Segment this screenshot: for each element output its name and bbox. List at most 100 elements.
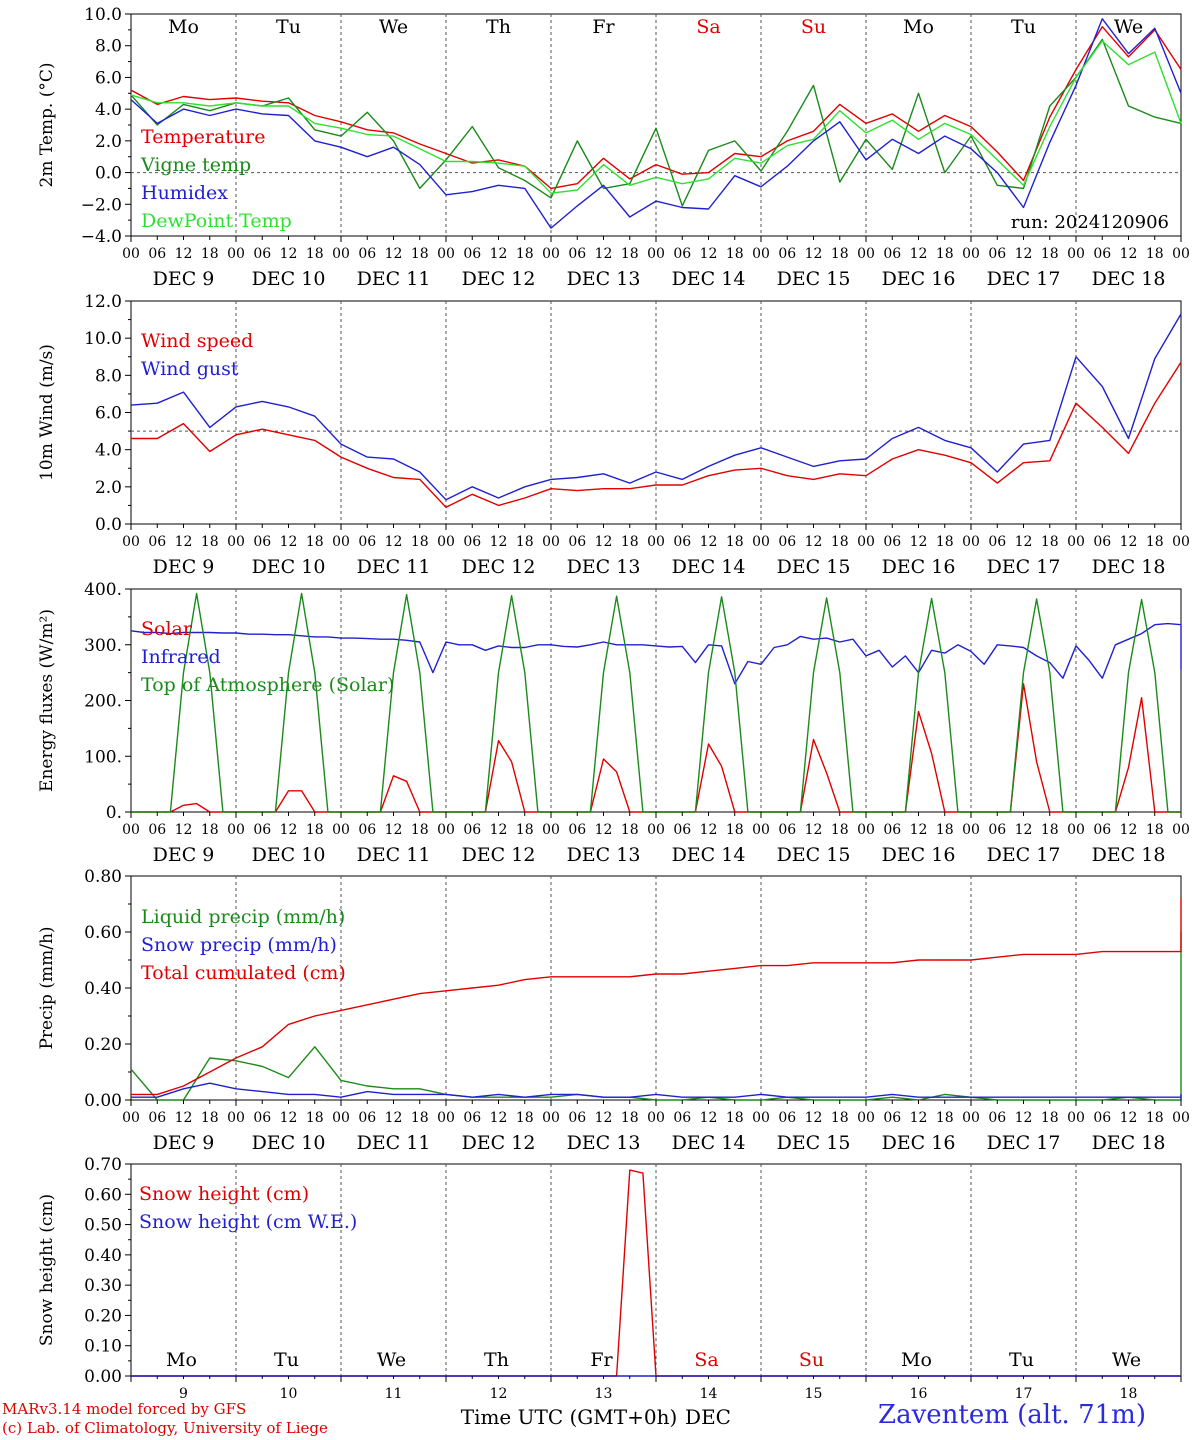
x-hour-label: 00 [122,534,140,550]
x-hour-label: 12 [805,822,823,838]
x-hour-label: 06 [148,246,166,262]
x-hour-label: 00 [962,534,980,550]
x-hour-label: 06 [673,246,691,262]
x-hour-label: 06 [463,1110,481,1126]
date-label: DEC 12 [462,1132,536,1154]
x-hour-label: 12 [280,534,298,550]
x-hour-label: 12 [910,822,928,838]
x-hour-label: 00 [647,1110,665,1126]
y-axis-title: Snow height (cm) [37,1194,57,1346]
legend-entry: Top of Atmosphere (Solar) [141,674,394,696]
series-line-humidex [130,18,1182,229]
x-hour-label: 06 [673,822,691,838]
date-label: DEC 11 [357,1132,431,1154]
date-label: DEC 9 [153,556,215,578]
y-tick-label: 4.0 [95,100,122,120]
date-label: DEC 15 [777,268,851,290]
day-number: 14 [700,1386,718,1402]
date-label: DEC 13 [567,268,641,290]
y-tick-label: 0.40 [84,1246,122,1266]
x-hour-label: 06 [358,1110,376,1126]
x-hour-label: 06 [253,1110,271,1126]
x-hour-label: 06 [988,822,1006,838]
x-hour-label: 06 [463,534,481,550]
x-hour-label: 12 [490,1110,508,1126]
weekday-label: Su [801,16,826,38]
y-tick-label: 300. [84,636,122,656]
x-hour-label: 18 [201,534,219,550]
weekday-label-bottom: Su [799,1349,824,1371]
x-hour-label: 18 [831,534,849,550]
x-hour-label: 00 [752,1110,770,1126]
model-line: MARv3.14 model forced by GFS [2,1400,247,1418]
series-line-temperature [130,26,1182,190]
x-hour-label: 12 [1120,822,1138,838]
x-hour-label: 06 [1093,822,1111,838]
weekday-label-bottom: Fr [590,1349,613,1371]
x-hour-label: 00 [857,1110,875,1126]
weekday-label: Fr [592,16,615,38]
x-hour-label: 18 [516,246,534,262]
x-hour-label: 06 [778,822,796,838]
date-label: DEC 13 [567,1132,641,1154]
x-hour-label: 12 [805,1110,823,1126]
y-tick-label: 0.80 [84,867,122,887]
x-hour-label: 18 [936,1110,954,1126]
date-label: DEC 10 [252,556,326,578]
x-hour-label: 00 [1067,246,1085,262]
x-hour-label: 12 [805,246,823,262]
x-hour-label: 00 [1172,822,1190,838]
y-tick-label: 0.00 [84,1091,122,1111]
legend-entry: Wind gust [141,358,239,380]
date-label: DEC 15 [777,1132,851,1154]
model-credit: MARv3.14 model forced by GFS (c) Lab. of… [2,1400,328,1438]
y-tick-label: 0.0 [95,164,122,184]
x-hour-label: 12 [1015,246,1033,262]
x-hour-label: 18 [936,246,954,262]
x-hour-label: 18 [936,822,954,838]
x-hour-label: 12 [280,1110,298,1126]
x-hour-label: 12 [595,246,613,262]
date-label: DEC 15 [777,844,851,866]
y-tick-label: 10.0 [84,5,122,25]
weekday-label-bottom: Sa [694,1349,718,1371]
date-label: DEC 9 [153,268,215,290]
y-tick-label: 2.0 [95,478,122,498]
x-hour-label: 06 [568,1110,586,1126]
x-hour-label: 18 [306,822,324,838]
x-hour-label: 06 [673,534,691,550]
x-hour-label: 18 [1146,534,1164,550]
x-hour-label: 06 [358,246,376,262]
date-label: DEC 11 [357,844,431,866]
legend-entry: Vigne temp [140,154,251,176]
day-number: 17 [1015,1386,1033,1402]
y-tick-label: 400. [84,580,122,600]
x-hour-label: 00 [542,534,560,550]
x-hour-label: 18 [201,822,219,838]
date-label: DEC 18 [1092,556,1166,578]
date-label: DEC 15 [777,556,851,578]
x-hour-label: 00 [1172,1110,1190,1126]
x-hour-label: 18 [1041,246,1059,262]
x-hour-label: 12 [175,822,193,838]
legend-entry: Snow precip (mm/h) [141,934,337,956]
x-hour-label: 06 [883,534,901,550]
x-hour-label: 06 [568,822,586,838]
y-tick-label: 0.20 [84,1306,122,1326]
legend-entry: Wind speed [141,330,253,352]
y-tick-label: 12.0 [84,292,122,312]
x-hour-label: 06 [568,246,586,262]
x-hour-label: 12 [1120,1110,1138,1126]
x-hour-label: 00 [227,1110,245,1126]
x-hour-label: 00 [227,822,245,838]
series-line-wind-gust [130,313,1182,501]
series-line-snow-precip-mm-h- [131,1082,1182,1101]
x-axis-title: Time UTC (GMT+0h) [461,1405,678,1429]
day-number: 15 [805,1386,823,1402]
weekday-label-bottom: Mo [166,1349,197,1371]
date-label: DEC 11 [357,556,431,578]
x-hour-label: 12 [280,822,298,838]
x-hour-label: 12 [805,534,823,550]
x-hour-label: 12 [280,246,298,262]
x-hour-label: 00 [1067,822,1085,838]
